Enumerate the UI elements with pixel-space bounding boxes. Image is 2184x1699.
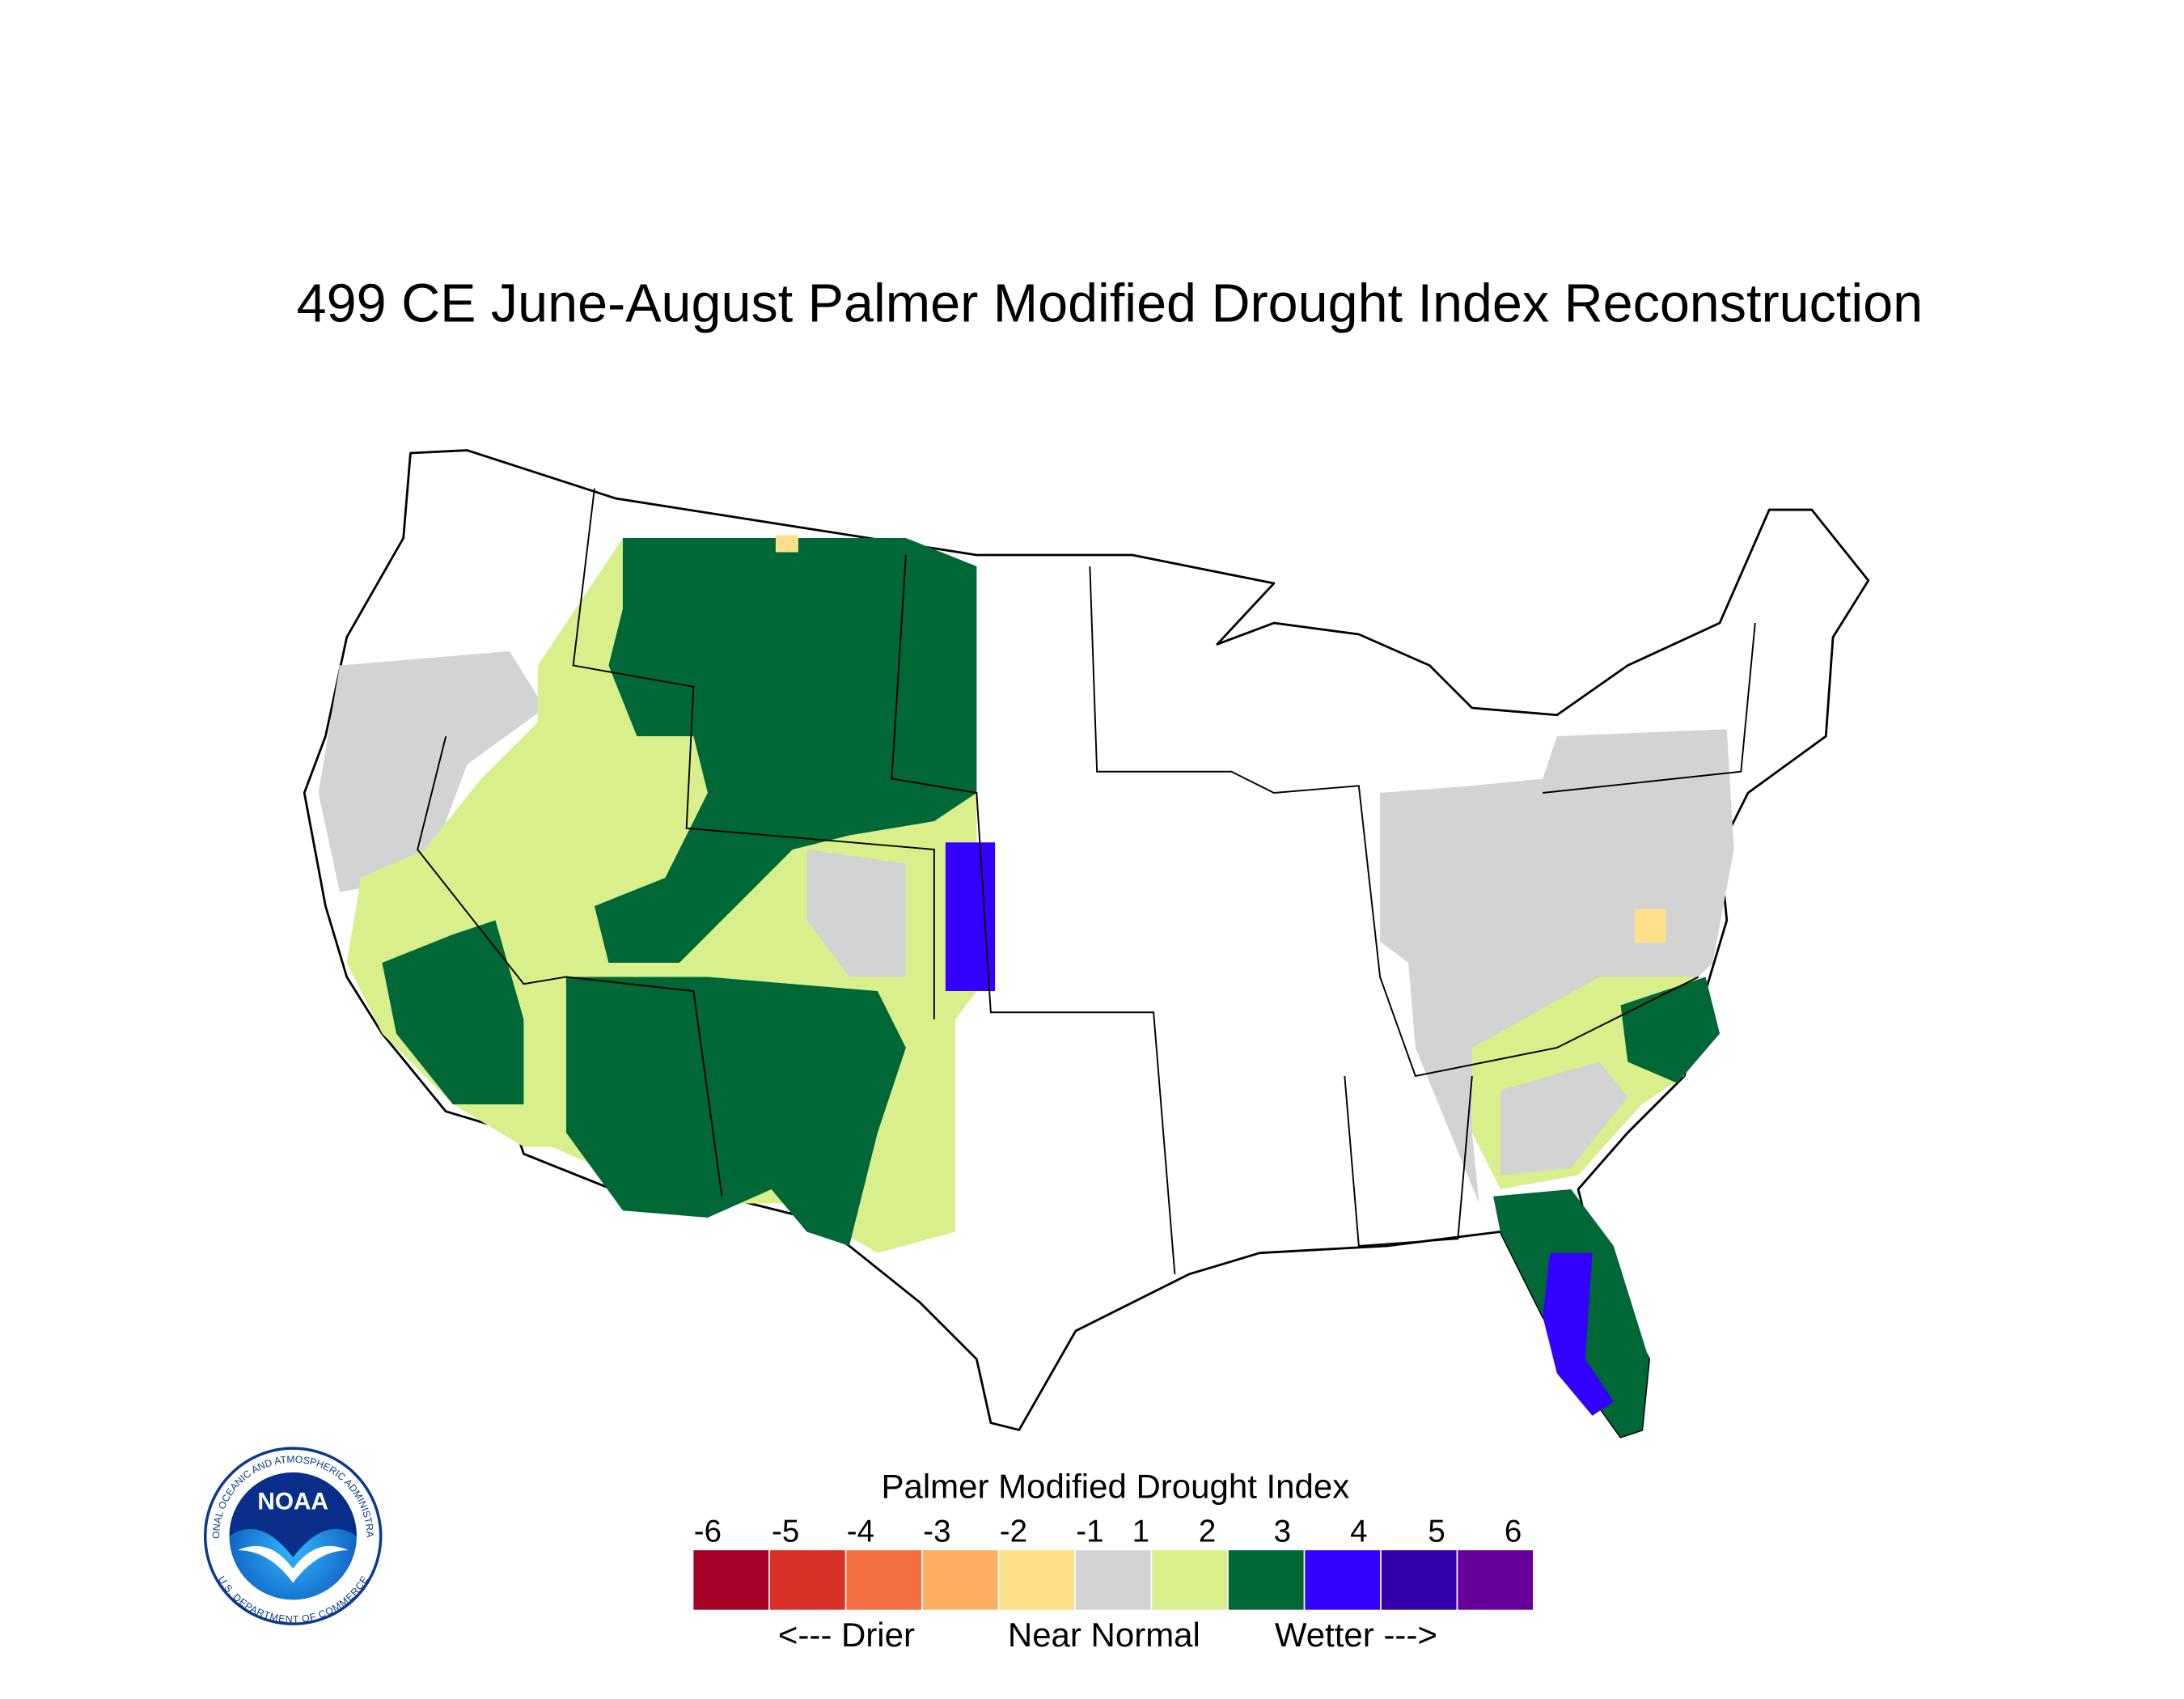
map-title: 499 CE June-August Palmer Modified Droug… — [297, 273, 1923, 333]
region-dry — [1635, 909, 1666, 943]
region-dry — [775, 535, 798, 553]
us-map — [303, 449, 1870, 1438]
region-very-wet — [1543, 1252, 1614, 1416]
legend-swatch — [1152, 1550, 1228, 1610]
legend-label: -1 — [1076, 1515, 1103, 1549]
state-line — [1089, 566, 1699, 1078]
region-near-normal — [1500, 1061, 1628, 1176]
legend: -6 -5 -4 -3 -2 -1 1 2 3 4 5 6 <--- Drier Near Normal W… — [693, 1515, 1534, 1654]
region-wet — [594, 538, 977, 963]
region-near-normal — [806, 850, 906, 977]
region-very-wet — [945, 842, 996, 991]
legend-label: 1 — [1132, 1515, 1149, 1549]
legend-label: -4 — [847, 1515, 874, 1549]
region-wet — [382, 920, 524, 1104]
legend-swatch — [1228, 1550, 1304, 1610]
legend-swatch — [769, 1550, 845, 1610]
logo-name: NOAA — [257, 1488, 328, 1515]
logo-top — [229, 1472, 357, 1557]
legend-swatch — [1381, 1550, 1457, 1610]
legend-swatch — [1458, 1550, 1534, 1610]
legend-label: -3 — [923, 1515, 950, 1549]
state-line — [1344, 1075, 1473, 1247]
state-line — [1543, 622, 1756, 794]
region-near-normal — [318, 651, 545, 892]
legend-swatch — [1075, 1550, 1151, 1610]
state-line — [572, 488, 935, 1019]
region-near-normal — [1380, 729, 1734, 1204]
legend-swatch — [999, 1550, 1075, 1610]
legend-label: -5 — [772, 1515, 799, 1549]
legend-caption: Near Normal — [1008, 1616, 1200, 1654]
state-line — [891, 554, 1176, 1275]
legend-label: -6 — [694, 1515, 722, 1549]
legend-caption: Wetter ---> — [1275, 1616, 1437, 1654]
logo-bird — [237, 1545, 349, 1583]
legend-swatch — [1305, 1550, 1381, 1610]
legend-label: -2 — [1000, 1515, 1027, 1549]
state-line — [417, 735, 723, 1197]
legend-label: 5 — [1428, 1515, 1445, 1549]
region-wet — [565, 977, 906, 1246]
legend-caption: <--- Drier — [778, 1616, 915, 1654]
legend-label: 3 — [1274, 1515, 1291, 1549]
legend-swatch — [922, 1550, 998, 1610]
legend-label: 6 — [1505, 1515, 1522, 1549]
legend-label: 2 — [1199, 1515, 1216, 1549]
legend-swatch — [846, 1550, 922, 1610]
legend-swatch — [693, 1550, 769, 1610]
legend-label: 4 — [1350, 1515, 1367, 1549]
legend-title: Palmer Modified Drought Index — [881, 1467, 1349, 1505]
